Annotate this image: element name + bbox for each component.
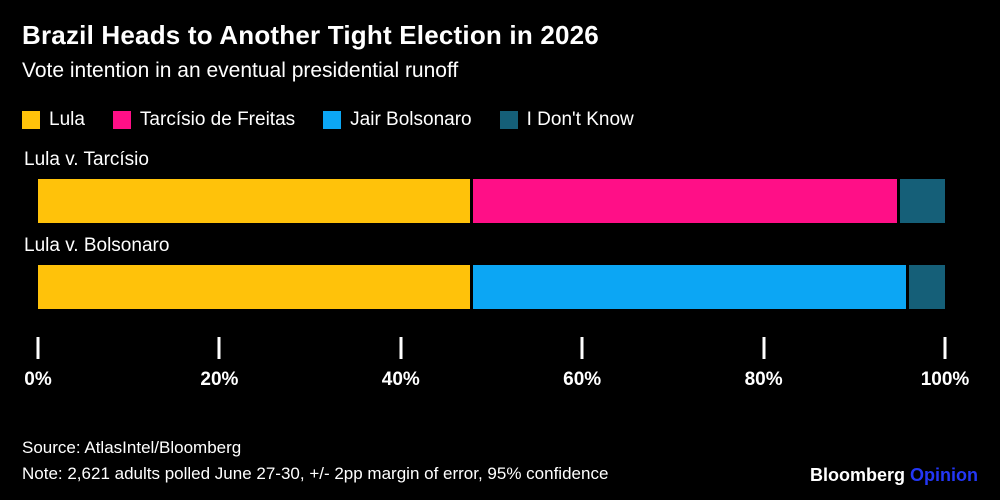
axis-tick-label: 40% (381, 369, 420, 390)
bloomberg-opinion-logo: Bloomberg Opinion (810, 465, 978, 486)
axis-tick (580, 337, 584, 359)
legend-label: Tarcísio de Freitas (139, 109, 296, 130)
bar-segment-i-don-t-know (908, 265, 945, 309)
bar-segment-lula (38, 265, 471, 309)
legend-item-tarc-sio-de-freitas: Tarcísio de Freitas (112, 109, 296, 131)
x-axis: 0% 20% 40% 60% 80% 100% (24, 337, 969, 395)
bar-row: Lula v. Bolsonaro (24, 235, 945, 309)
bar-segment-i-don-t-know (899, 179, 945, 223)
note-line: Note: 2,621 adults polled June 27-30, +/… (22, 463, 609, 483)
axis-tick (762, 337, 766, 359)
source-note: Source: AtlasIntel/Bloomberg Note: 2,621… (22, 435, 608, 486)
bar-category-label: Lula v. Bolsonaro (24, 235, 170, 256)
axis-tick (399, 337, 403, 359)
chart-title: Brazil Heads to Another Tight Election i… (22, 20, 599, 50)
legend-swatch-icon (22, 111, 40, 129)
legend-item-i-don-t-know: I Don't Know (499, 109, 634, 131)
stacked-bar (38, 179, 945, 223)
legend-swatch-icon (323, 111, 342, 129)
axis-tick (217, 337, 221, 359)
legend-swatch-icon (112, 111, 131, 129)
chart-area: Lula v. Tarcísio Lula v. Bolsonaro 0% 20% 4… (24, 149, 969, 395)
legend-label: Lula (49, 109, 85, 130)
legend-item-lula: Lula (22, 109, 85, 131)
legend-swatch-icon (499, 111, 518, 129)
stacked-bar (38, 265, 945, 309)
axis-tick-label: 20% (200, 369, 239, 390)
axis-tick-label: 60% (563, 369, 602, 390)
bar-row: Lula v. Tarcísio (24, 149, 945, 223)
legend-label: I Don't Know (526, 109, 634, 130)
brand-name: Bloomberg (809, 465, 905, 485)
source-line: Source: AtlasIntel/Bloomberg (22, 438, 242, 457)
bar-segment-jair-bolsonaro (473, 265, 906, 309)
axis-tick-label: 100% (920, 369, 970, 390)
axis-tick-label: 80% (744, 369, 783, 390)
bar-segment-tarc-sio-de-freitas (473, 179, 897, 223)
bar-category-label: Lula v. Tarcísio (24, 149, 149, 170)
bar-rows: Lula v. Tarcísio Lula v. Bolsonaro (24, 149, 945, 309)
legend-item-jair-bolsonaro: Jair Bolsonaro (323, 109, 472, 131)
brand-suffix: Opinion (910, 465, 978, 485)
chart-subtitle: Vote intention in an eventual presidenti… (22, 59, 459, 82)
axis-tick (943, 337, 947, 359)
axis-tick (36, 337, 40, 359)
axis-tick-label: 0% (24, 369, 52, 390)
legend-label: Jair Bolsonaro (350, 109, 472, 130)
bar-segment-lula (38, 179, 471, 223)
footer: Source: AtlasIntel/Bloomberg Note: 2,621… (22, 435, 978, 486)
legend: Lula Tarcísio de Freitas Jair Bolsonaro I D… (22, 109, 978, 131)
